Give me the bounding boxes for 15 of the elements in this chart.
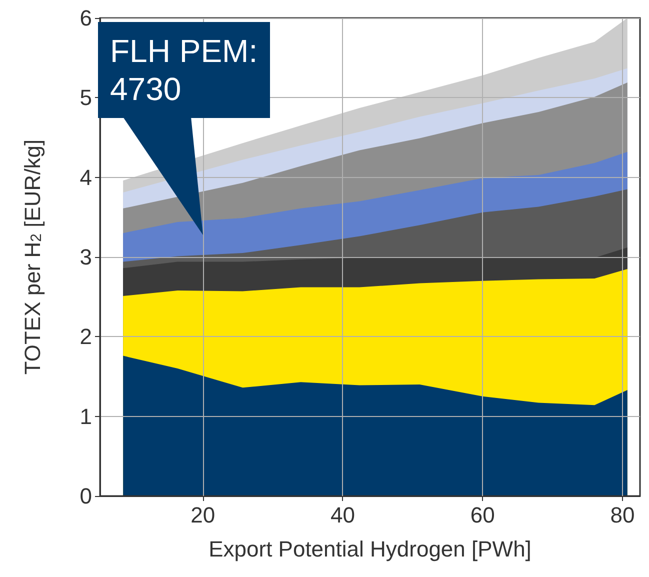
speech-bubble: FLH PEM: 4730	[98, 22, 270, 236]
x-tick-label: 20	[190, 502, 216, 528]
x-tick-label: 60	[470, 502, 495, 528]
y-tick-label: 1	[80, 404, 92, 429]
y-tick-label: 5	[80, 85, 92, 110]
y-axis-title: TOTEX per H2 [EUR/kg]	[20, 139, 45, 375]
y-tick-label: 0	[80, 484, 92, 508]
x-tick-label: 40	[330, 502, 355, 528]
y-tick-label: 3	[80, 244, 92, 270]
annotation: FLH PEM: 4730	[98, 22, 270, 118]
x-axis-title: Export Potential Hydrogen [PWh]	[208, 536, 532, 562]
y-tick-label: 6	[80, 6, 92, 30]
y-tick-label: 2	[80, 324, 92, 350]
y-tick-label: 4	[80, 164, 92, 190]
x-tick-label: 80	[610, 502, 635, 528]
